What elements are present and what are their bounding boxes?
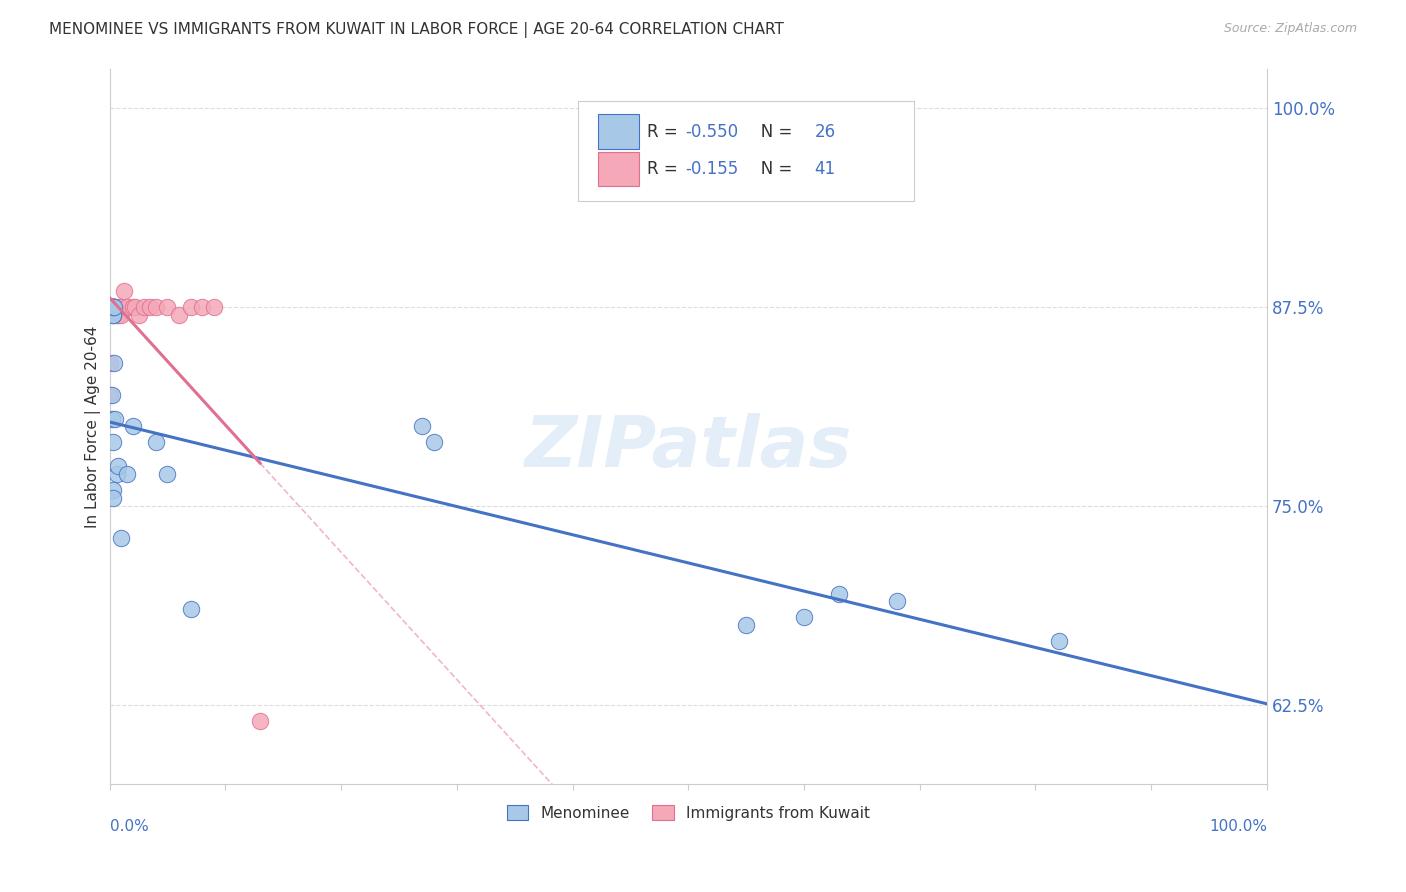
Point [100, 300, 122, 314]
FancyBboxPatch shape [578, 101, 914, 201]
Point [108, 300, 131, 314]
Point [121, 300, 143, 314]
Point [101, 387, 124, 401]
Point [145, 435, 167, 450]
Text: N =: N = [745, 122, 797, 141]
Point [180, 602, 202, 616]
Point [191, 300, 214, 314]
Point [101, 300, 124, 314]
Text: -0.155: -0.155 [685, 160, 738, 178]
Point [101, 300, 124, 314]
Point [100, 300, 122, 314]
Point [112, 285, 135, 299]
Point [108, 300, 131, 314]
Point [115, 300, 138, 314]
Point [104, 300, 127, 314]
Point [101, 308, 124, 322]
Point [139, 300, 162, 314]
Point [103, 300, 125, 314]
Point [101, 300, 124, 314]
Point [735, 618, 758, 632]
Text: N =: N = [745, 160, 797, 178]
Point [110, 308, 132, 322]
Text: MENOMINEE VS IMMIGRANTS FROM KUWAIT IN LABOR FORCE | AGE 20-64 CORRELATION CHART: MENOMINEE VS IMMIGRANTS FROM KUWAIT IN L… [49, 22, 785, 38]
Text: 100.0%: 100.0% [1209, 819, 1267, 834]
Point [103, 300, 125, 314]
Text: R =: R = [647, 122, 682, 141]
Point [101, 300, 124, 314]
Point [124, 300, 146, 314]
Point [1047, 634, 1070, 648]
Point [98, 300, 121, 314]
Point [104, 411, 127, 425]
FancyBboxPatch shape [598, 114, 638, 149]
Point [202, 300, 225, 314]
Point [100, 300, 122, 314]
Point [101, 411, 124, 425]
Y-axis label: In Labor Force | Age 20-64: In Labor Force | Age 20-64 [86, 326, 101, 528]
Text: -0.550: -0.550 [685, 122, 738, 141]
Point [249, 714, 271, 728]
Point [145, 300, 167, 314]
Point [101, 300, 124, 314]
Text: 41: 41 [814, 160, 835, 178]
Point [115, 467, 138, 482]
Point [103, 300, 125, 314]
Text: 0.0%: 0.0% [110, 819, 149, 834]
Point [828, 586, 851, 600]
Point [793, 610, 815, 624]
Point [103, 356, 125, 370]
Text: R =: R = [647, 160, 682, 178]
Point [121, 419, 143, 434]
Point [156, 467, 179, 482]
Point [98, 300, 121, 314]
Point [101, 435, 124, 450]
Point [128, 308, 150, 322]
FancyBboxPatch shape [598, 152, 638, 186]
Point [167, 308, 190, 322]
Point [411, 419, 433, 434]
Point [422, 435, 444, 450]
Point [134, 300, 156, 314]
Point [98, 356, 121, 370]
Point [156, 300, 179, 314]
Point [107, 459, 129, 474]
Text: Source: ZipAtlas.com: Source: ZipAtlas.com [1223, 22, 1357, 36]
Point [100, 300, 122, 314]
Point [107, 308, 129, 322]
Point [101, 300, 124, 314]
Point [110, 531, 132, 545]
Point [101, 308, 124, 322]
Legend: Menominee, Immigrants from Kuwait: Menominee, Immigrants from Kuwait [501, 798, 876, 827]
Point [105, 308, 128, 322]
Point [180, 300, 202, 314]
Point [100, 300, 122, 314]
Point [101, 300, 124, 314]
Point [98, 300, 121, 314]
Point [105, 467, 128, 482]
Point [101, 491, 124, 505]
Text: 26: 26 [814, 122, 835, 141]
Point [886, 594, 908, 608]
Point [103, 300, 125, 314]
Point [101, 483, 124, 497]
Point [101, 300, 124, 314]
Text: ZIPatlas: ZIPatlas [524, 414, 852, 483]
Point [98, 387, 121, 401]
Point [104, 300, 127, 314]
